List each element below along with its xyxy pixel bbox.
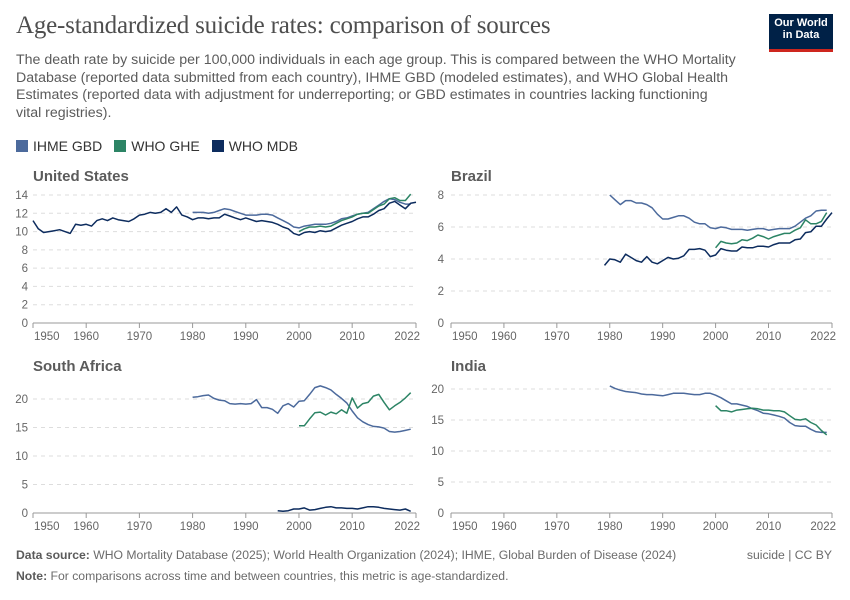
- logo-line-1: Our World: [774, 17, 828, 29]
- x-tick-label: 2000: [286, 521, 312, 533]
- y-tick-label: 2: [22, 300, 28, 312]
- y-tick-label: 20: [15, 394, 28, 406]
- legend-item-who-mdb[interactable]: WHO MDB: [211, 138, 298, 154]
- y-tick-label: 10: [15, 451, 28, 463]
- x-tick-label: 2010: [756, 331, 782, 343]
- x-tick-label: 2000: [286, 331, 312, 343]
- footer-license[interactable]: suicide | CC BY: [746, 548, 832, 562]
- x-tick-label: 1980: [180, 521, 206, 533]
- x-tick-label: 1990: [233, 331, 259, 343]
- legend-swatch: [114, 140, 127, 152]
- x-tick-label: 1990: [233, 521, 259, 533]
- x-tick-label: 1970: [544, 521, 570, 533]
- x-tick-label: 2022: [394, 521, 420, 533]
- series-line-who-mdb: [32, 200, 417, 236]
- x-tick-label: 1950: [34, 521, 60, 533]
- footer-note: Note: For comparisons across time and be…: [16, 569, 508, 583]
- y-tick-label: 8: [438, 190, 444, 202]
- y-tick-label: 0: [438, 508, 444, 520]
- legend-item-ihme[interactable]: IHME GBD: [16, 138, 102, 154]
- panel-title: Brazil: [451, 168, 492, 185]
- y-tick-label: 4: [438, 254, 445, 266]
- panel-title: South Africa: [33, 358, 122, 375]
- series-line-ihme-gbd: [192, 385, 411, 433]
- series-line-ihme-gbd: [609, 194, 827, 231]
- source-text[interactable]: WHO Mortality Database (2025); World Hea…: [89, 548, 677, 562]
- owid-logo[interactable]: Our World in Data: [769, 14, 833, 52]
- panel-title: India: [451, 358, 487, 375]
- x-tick-label: 2000: [703, 331, 729, 343]
- x-tick-label: 1950: [452, 331, 478, 343]
- y-tick-label: 15: [431, 415, 444, 427]
- series-line-who-ghe: [715, 212, 828, 249]
- x-tick-label: 2010: [756, 521, 782, 533]
- x-tick-label: 2022: [394, 331, 420, 343]
- y-tick-label: 15: [15, 423, 28, 435]
- x-tick-label: 2000: [703, 521, 729, 533]
- y-tick-label: 12: [15, 208, 28, 220]
- series-line-who-mdb: [603, 212, 833, 266]
- y-tick-label: 0: [438, 318, 444, 330]
- page-subtitle: The death rate by suicide per 100,000 in…: [16, 52, 736, 121]
- legend-item-who-ghe[interactable]: WHO GHE: [114, 138, 200, 154]
- legend-label: IHME GBD: [33, 138, 103, 154]
- x-tick-label: 1950: [452, 521, 478, 533]
- x-tick-label: 2022: [810, 521, 836, 533]
- x-tick-label: 1960: [73, 521, 99, 533]
- x-tick-label: 2022: [810, 331, 836, 343]
- x-tick-label: 1990: [650, 331, 676, 343]
- x-tick-label: 1980: [597, 521, 623, 533]
- x-tick-label: 2010: [339, 331, 365, 343]
- y-tick-label: 0: [22, 318, 28, 330]
- x-tick-label: 1970: [127, 521, 153, 533]
- y-tick-label: 4: [22, 281, 29, 293]
- y-tick-label: 6: [22, 263, 28, 275]
- source-label: Data source:: [16, 548, 90, 562]
- x-tick-label: 1980: [180, 331, 206, 343]
- panel-title: United States: [33, 168, 129, 185]
- y-tick-label: 0: [22, 508, 28, 520]
- x-tick-label: 1990: [650, 521, 676, 533]
- legend-label: WHO MDB: [228, 138, 298, 154]
- x-tick-label: 1950: [34, 331, 60, 343]
- series-line-ihme-gbd: [609, 385, 827, 434]
- x-tick-label: 1970: [127, 331, 153, 343]
- page-title: Age-standardized suicide rates: comparis…: [16, 12, 551, 39]
- note-label: Note:: [16, 569, 48, 583]
- x-tick-label: 1960: [73, 331, 99, 343]
- y-tick-label: 5: [22, 480, 28, 492]
- x-tick-label: 1960: [491, 521, 517, 533]
- legend-swatch: [16, 140, 28, 152]
- series-line-who-mdb: [277, 505, 411, 513]
- x-tick-label: 1970: [544, 331, 570, 343]
- note-text: For comparisons across time and between …: [47, 569, 509, 583]
- y-tick-label: 10: [15, 227, 28, 239]
- y-tick-label: 8: [22, 245, 28, 257]
- series-line-who-ghe: [298, 193, 412, 233]
- series-line-who-ghe: [299, 392, 412, 427]
- legend: IHME GBD WHO GHE WHO MDB: [16, 138, 298, 154]
- legend-label: WHO GHE: [131, 138, 200, 154]
- series-line-who-ghe: [715, 405, 828, 436]
- y-tick-label: 2: [438, 286, 444, 298]
- y-tick-label: 6: [438, 222, 444, 234]
- y-tick-label: 10: [431, 446, 444, 458]
- footer-source: Data source: WHO Mortality Database (202…: [16, 548, 676, 562]
- x-tick-label: 2010: [339, 521, 365, 533]
- x-tick-label: 1980: [597, 331, 623, 343]
- y-tick-label: 20: [431, 384, 444, 396]
- legend-swatch: [211, 140, 224, 152]
- logo-line-2: in Data: [782, 29, 820, 41]
- y-tick-label: 5: [438, 477, 444, 489]
- x-tick-label: 1960: [491, 331, 517, 343]
- y-tick-label: 14: [15, 190, 28, 202]
